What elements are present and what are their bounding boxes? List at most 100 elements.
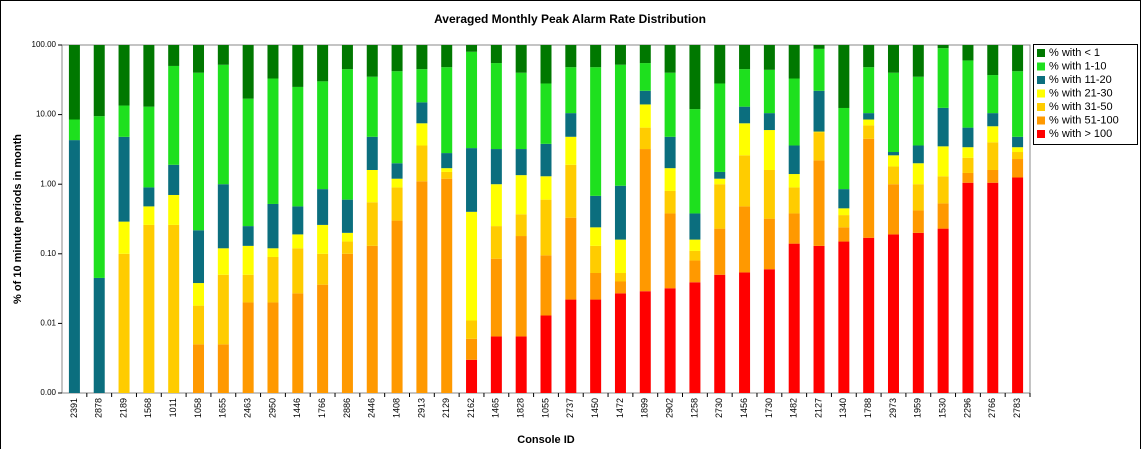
- bar-segment: [168, 164, 180, 195]
- bar-segment: [763, 130, 775, 170]
- bar-segment: [366, 202, 378, 246]
- bar-segment: [689, 45, 701, 110]
- bar-segment: [763, 218, 775, 270]
- bar-segment: [68, 45, 80, 120]
- x-tick-label: 2886: [342, 398, 352, 418]
- bar-segment: [962, 45, 974, 61]
- bar-segment: [1012, 152, 1024, 160]
- x-tick-label: 1766: [317, 398, 327, 418]
- x-tick-label: 2913: [416, 398, 426, 418]
- bar-segment: [540, 315, 552, 393]
- bar-segment: [490, 149, 502, 185]
- bar-segment: [193, 230, 205, 284]
- bar-segment: [242, 98, 254, 227]
- bar-segment: [664, 190, 676, 214]
- bar-segment: [639, 149, 651, 292]
- bar-segment: [614, 185, 626, 240]
- bar-segment: [143, 106, 155, 188]
- bar-segment: [416, 145, 428, 182]
- bar-segment: [788, 213, 800, 244]
- bar-segment: [887, 234, 899, 393]
- bar-segment: [515, 45, 527, 73]
- bar-segment: [168, 65, 180, 165]
- bar-segment: [664, 168, 676, 191]
- bar-segment: [887, 152, 899, 156]
- bar-segment: [242, 245, 254, 275]
- bar-segment: [962, 147, 974, 158]
- bar-segment: [292, 293, 304, 393]
- bar-segment: [490, 258, 502, 337]
- bar-segment: [93, 45, 105, 117]
- bar-segment: [614, 44, 626, 65]
- bar-segment: [441, 67, 453, 154]
- bar-segment: [366, 136, 378, 170]
- x-tick-label: 2129: [441, 398, 451, 418]
- bar-segment: [441, 178, 453, 393]
- x-tick-label: 1959: [913, 398, 923, 418]
- bar-segment: [912, 76, 924, 146]
- x-tick-label: 1828: [516, 398, 526, 418]
- bar-segment: [242, 45, 254, 99]
- bar-segment: [763, 113, 775, 131]
- bar-segment: [788, 187, 800, 214]
- legend-label: % with 51-100: [1049, 114, 1119, 126]
- bar-segment: [515, 72, 527, 150]
- x-tick-label: 1055: [540, 398, 550, 418]
- x-tick-label: 1899: [640, 398, 650, 418]
- bar-segment: [962, 157, 974, 173]
- bar-segment: [441, 171, 453, 179]
- bar-segment: [267, 256, 279, 303]
- bar-segment: [68, 119, 80, 141]
- bar-segment: [863, 237, 875, 393]
- bar-segment: [937, 107, 949, 147]
- x-tick-label: 1568: [143, 398, 153, 418]
- x-tick-label: 2189: [118, 398, 128, 418]
- bar-segment: [242, 226, 254, 246]
- bar-segment: [590, 272, 602, 300]
- bar-segment: [714, 171, 726, 179]
- x-tick-label: 1340: [838, 398, 848, 418]
- bar-segment: [317, 44, 329, 82]
- bar-segment: [217, 64, 229, 185]
- legend-swatch: [1037, 130, 1045, 138]
- bar-segment: [664, 213, 676, 289]
- bar-segment: [565, 164, 577, 218]
- bar-segment: [714, 45, 726, 84]
- bar-segment: [763, 69, 775, 114]
- bar-segment: [813, 90, 825, 132]
- x-tick-label: 1450: [590, 398, 600, 418]
- bar-segment: [143, 224, 155, 393]
- bar-segment: [565, 299, 577, 393]
- bar-segment: [1012, 177, 1024, 393]
- bar-segment: [540, 255, 552, 316]
- bar-segment: [366, 76, 378, 137]
- legend-label: % with 21-30: [1049, 87, 1113, 99]
- bar-segment: [739, 69, 751, 107]
- bar-segment: [391, 163, 403, 179]
- bar-segment: [987, 75, 999, 114]
- bar-segment: [962, 60, 974, 128]
- bar-segment: [490, 45, 502, 64]
- x-tick-label: 2950: [267, 398, 277, 418]
- bar-segment: [515, 236, 527, 337]
- bar-segment: [689, 260, 701, 283]
- bar-segment: [168, 224, 180, 393]
- bar-segment: [838, 208, 850, 216]
- bar-segment: [912, 184, 924, 211]
- legend-box: [1033, 44, 1138, 145]
- bar-segment: [441, 153, 453, 169]
- bar-segment: [217, 248, 229, 275]
- bar-segment: [193, 283, 205, 306]
- bar-segment: [490, 63, 502, 150]
- bar-segment: [838, 215, 850, 228]
- bar-segment: [912, 45, 924, 77]
- bar-segment: [639, 63, 651, 91]
- bar-segment: [540, 45, 552, 84]
- bar-segment: [739, 272, 751, 393]
- bar-segment: [912, 210, 924, 233]
- bar-segment: [962, 127, 974, 148]
- bar-segment: [341, 45, 353, 70]
- bar-segment: [863, 125, 875, 139]
- bar-segment: [168, 194, 180, 225]
